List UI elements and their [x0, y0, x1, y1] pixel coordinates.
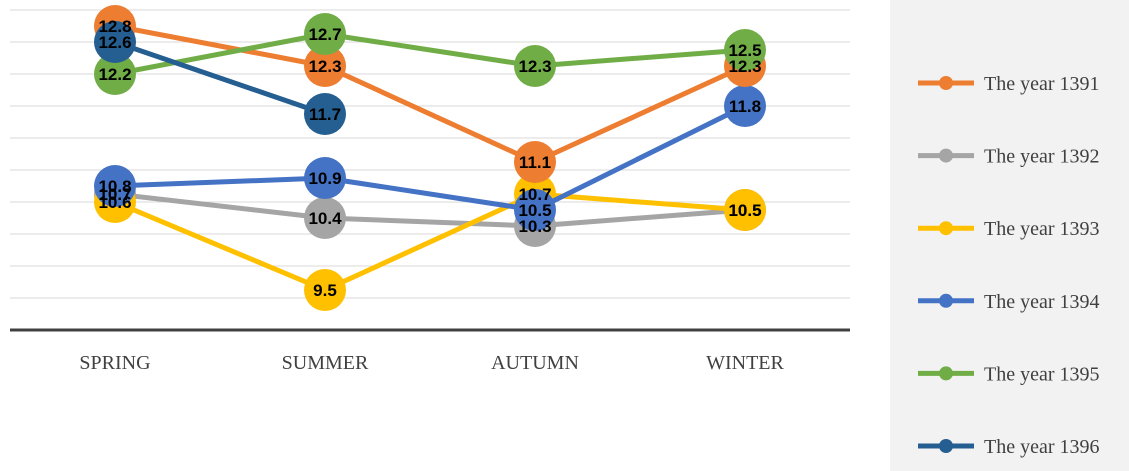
- data-label: 12.7: [308, 25, 341, 44]
- legend-entry: The year 1396: [984, 436, 1100, 458]
- data-point: [304, 269, 346, 311]
- data-label: 10.3: [518, 217, 551, 236]
- series-lines: [94, 5, 766, 311]
- legend-swatch-marker: [939, 76, 953, 90]
- data-label: 10.7: [518, 185, 551, 204]
- legend-entry: The year 1391: [984, 73, 1100, 95]
- data-label: 10.8: [98, 177, 131, 196]
- series-line: [114, 191, 746, 229]
- data-point: [94, 21, 136, 63]
- data-label: 10.5: [728, 201, 761, 220]
- data-point: [304, 93, 346, 135]
- series-line: [114, 103, 747, 213]
- legend-entry: The year 1395: [984, 363, 1100, 385]
- data-label: 9.5: [313, 281, 337, 300]
- legend-background: [890, 0, 1129, 471]
- data-label: 12.8: [98, 17, 131, 36]
- data-point: [514, 45, 556, 87]
- data-point: [304, 157, 346, 199]
- data-label: 10.7: [98, 185, 131, 204]
- data-point: [94, 165, 136, 207]
- data-label: 12.3: [728, 57, 761, 76]
- data-point: [514, 189, 556, 231]
- x-tick-label: SUMMER: [282, 352, 369, 374]
- data-label: 11.8: [729, 97, 761, 116]
- gridlines: [10, 9, 850, 299]
- data-label: 10.5: [518, 201, 551, 220]
- legend: The year 1391 The year 1392 The year 1393 T…: [918, 73, 1100, 458]
- legend-entry: The year 1392: [984, 146, 1100, 168]
- data-label: 12.3: [518, 57, 551, 76]
- data-point: [94, 53, 136, 95]
- legend-swatch-marker: [939, 221, 953, 236]
- legend-swatch-marker: [939, 439, 953, 453]
- data-point: [724, 85, 766, 127]
- x-tick-label: SPRING: [79, 352, 150, 374]
- legend-swatch-marker: [939, 366, 953, 381]
- x-tick-label: WINTER: [706, 352, 784, 374]
- legend-swatch-marker: [939, 293, 953, 308]
- data-label: 12.5: [728, 41, 761, 60]
- data-point: [514, 141, 556, 183]
- series-line: [114, 39, 326, 117]
- series-line: [114, 31, 746, 77]
- legend-entry: The year 1394: [984, 291, 1100, 313]
- data-label: 11.1: [519, 153, 551, 172]
- data-label: 10.9: [308, 169, 341, 188]
- series-line: [114, 23, 747, 165]
- data-point: [304, 45, 346, 87]
- data-label: 12.2: [98, 65, 131, 84]
- x-tick-labels: SPRING SUMMER AUTUMN WINTER: [79, 352, 784, 374]
- data-point: [724, 189, 766, 231]
- data-point: [724, 29, 766, 71]
- data-label: 12.6: [98, 33, 131, 52]
- series-line: [114, 191, 746, 293]
- data-label: 10.5: [728, 201, 761, 220]
- data-point: [304, 197, 346, 239]
- data-label: 10.6: [98, 193, 131, 212]
- data-label: 11.7: [309, 105, 341, 124]
- x-tick-label: AUTUMN: [491, 352, 579, 374]
- data-labels: 10.710.4 10.310.510.69.510.710.510.8 10.91…: [98, 17, 761, 300]
- data-label: 12.3: [308, 57, 341, 76]
- data-point: [304, 13, 346, 55]
- legend-entry: The year 1393: [984, 218, 1100, 240]
- legend-swatch-marker: [939, 148, 953, 163]
- data-label: 10.4: [308, 209, 342, 228]
